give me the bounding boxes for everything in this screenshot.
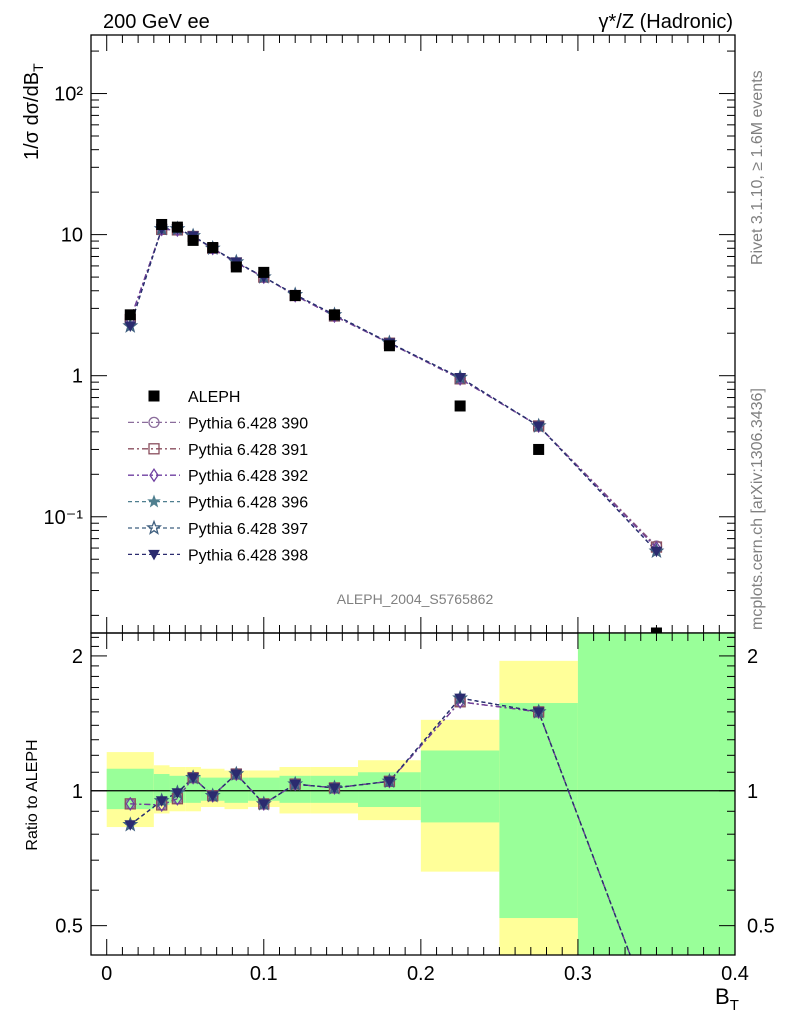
ratio-series-5-point-0 bbox=[124, 820, 137, 831]
main-panel-axes: 10⁻¹ 1 10 10² bbox=[44, 34, 736, 634]
ratio-ytick-label-left-1: 1 bbox=[72, 781, 83, 803]
ratio-ytick-label-right-1: 1 bbox=[747, 781, 758, 803]
ratio-y-axis-label: Ratio to ALEPH bbox=[24, 739, 41, 850]
ratio-panel-bands bbox=[91, 633, 735, 955]
ratio-series-5-point-5 bbox=[230, 769, 243, 781]
legend-label-0: Pythia 6.428 390 bbox=[188, 415, 308, 432]
ratio-band-inner-12 bbox=[577, 633, 735, 955]
data-point-4 bbox=[207, 242, 219, 254]
xtick-label-3: 0.3 bbox=[564, 963, 592, 985]
ratio-series-5-point-9 bbox=[383, 776, 396, 788]
ratio-panel-markers bbox=[122, 689, 662, 1024]
ratio-series-5-point-8 bbox=[328, 783, 341, 794]
ratio-ytick-label-left-2: 2 bbox=[72, 646, 83, 668]
ratio-band-inner-10 bbox=[420, 750, 500, 823]
data-point-8 bbox=[328, 309, 340, 321]
x-axis-label: BT bbox=[715, 984, 739, 1014]
ratio-series-5-point-1 bbox=[155, 796, 168, 807]
legend-marker-1 bbox=[148, 443, 160, 455]
analysis-label: ALEPH_2004_S5765862 bbox=[337, 591, 494, 607]
mcplots-label: mcplots.cern.ch [arXiv:1306.3436] bbox=[749, 388, 766, 630]
legend-label-3: Pythia 6.428 396 bbox=[188, 495, 308, 512]
legend-label-4: Pythia 6.428 397 bbox=[188, 521, 308, 538]
legend-marker-0 bbox=[148, 416, 160, 429]
main-panel-markers bbox=[122, 218, 665, 633]
main-series-5-point-10 bbox=[454, 373, 466, 384]
ratio-series-2-point-12 bbox=[652, 1019, 660, 1024]
ratio-series-4-point-12 bbox=[650, 1019, 662, 1024]
data-point-7 bbox=[289, 290, 301, 302]
data-point-10 bbox=[454, 400, 466, 412]
legend-marker-3 bbox=[147, 494, 161, 508]
main-ytick-label-0: 10⁻¹ bbox=[44, 507, 84, 529]
rivet-version-label: Rivet 3.1.10, ≥ 1.6M events bbox=[749, 70, 766, 265]
xtick-label-4: 0.4 bbox=[721, 963, 749, 985]
xtick-label-0: 0 bbox=[101, 963, 112, 985]
data-point-3 bbox=[187, 234, 199, 246]
legend-marker-4 bbox=[146, 519, 162, 535]
ratio-band-inner-6 bbox=[248, 777, 280, 801]
data-point-6 bbox=[258, 266, 270, 278]
ratio-panel-axes: 0.5 0.5 1 1 2 2 0 0.1 0.2 0.3 0.4 bbox=[55, 632, 775, 985]
data-point-1 bbox=[156, 218, 168, 230]
main-series-5-point-0 bbox=[124, 321, 137, 333]
ratio-band-inner-11 bbox=[499, 703, 578, 919]
main-ytick-label-3: 10² bbox=[54, 84, 83, 106]
ratio-series-5-point-7 bbox=[289, 779, 302, 791]
ratio-ytick-label-right-0: 0.5 bbox=[747, 916, 775, 938]
legend-marker-5 bbox=[148, 549, 160, 561]
header-left-title: 200 GeV ee bbox=[103, 11, 210, 33]
main-y-axis-label: 1/σ dσ/dBT bbox=[21, 63, 46, 160]
ratio-series-5-point-10 bbox=[454, 693, 466, 705]
ratio-frame bbox=[90, 632, 736, 956]
ratio-series-2-point-0 bbox=[125, 796, 136, 812]
xtick-label-2: 0.2 bbox=[407, 963, 435, 985]
data-point-0 bbox=[124, 309, 136, 321]
legend-marker-2 bbox=[149, 468, 159, 483]
legend-label-5: Pythia 6.428 398 bbox=[188, 547, 308, 564]
ratio-series-1-point-12 bbox=[651, 1020, 661, 1024]
legend-label-2: Pythia 6.428 392 bbox=[188, 468, 308, 485]
ratio-series-5-point-4 bbox=[206, 791, 219, 802]
legend-label-data: ALEPH bbox=[188, 389, 240, 406]
ratio-ytick-label-right-2: 2 bbox=[747, 646, 758, 668]
main-frame bbox=[90, 34, 736, 634]
ratio-band-inner-0 bbox=[106, 768, 154, 810]
main-series-5-point-12 bbox=[650, 546, 663, 558]
ratio-series-5-point-3 bbox=[187, 773, 199, 784]
main-series-5-point-11 bbox=[532, 421, 545, 433]
data-point-5 bbox=[230, 261, 242, 273]
header-right-title: γ*/Z (Hadronic) bbox=[599, 11, 733, 33]
xtick-label-1: 0.1 bbox=[250, 963, 278, 985]
main-ytick-label-2: 10 bbox=[61, 225, 83, 247]
data-point-2 bbox=[171, 221, 183, 233]
main-ytick-label-1: 1 bbox=[72, 366, 83, 388]
ratio-series-5-point-2 bbox=[171, 788, 184, 799]
ratio-series-5-point-11 bbox=[532, 707, 545, 718]
legend-marker-data bbox=[148, 390, 160, 402]
data-point-11 bbox=[533, 443, 545, 455]
ratio-series-5-point-6 bbox=[257, 799, 270, 810]
ratio-ytick-label-left-0: 0.5 bbox=[55, 916, 83, 938]
data-point-9 bbox=[383, 340, 395, 352]
ratio-series-3-point-12 bbox=[651, 1019, 662, 1024]
ratio-series-0-point-12 bbox=[651, 1020, 661, 1024]
legend: ALEPH Pythia 6.428 390 Pythia 6.428 391 Pyt… bbox=[128, 389, 308, 564]
legend-label-1: Pythia 6.428 391 bbox=[188, 442, 308, 459]
